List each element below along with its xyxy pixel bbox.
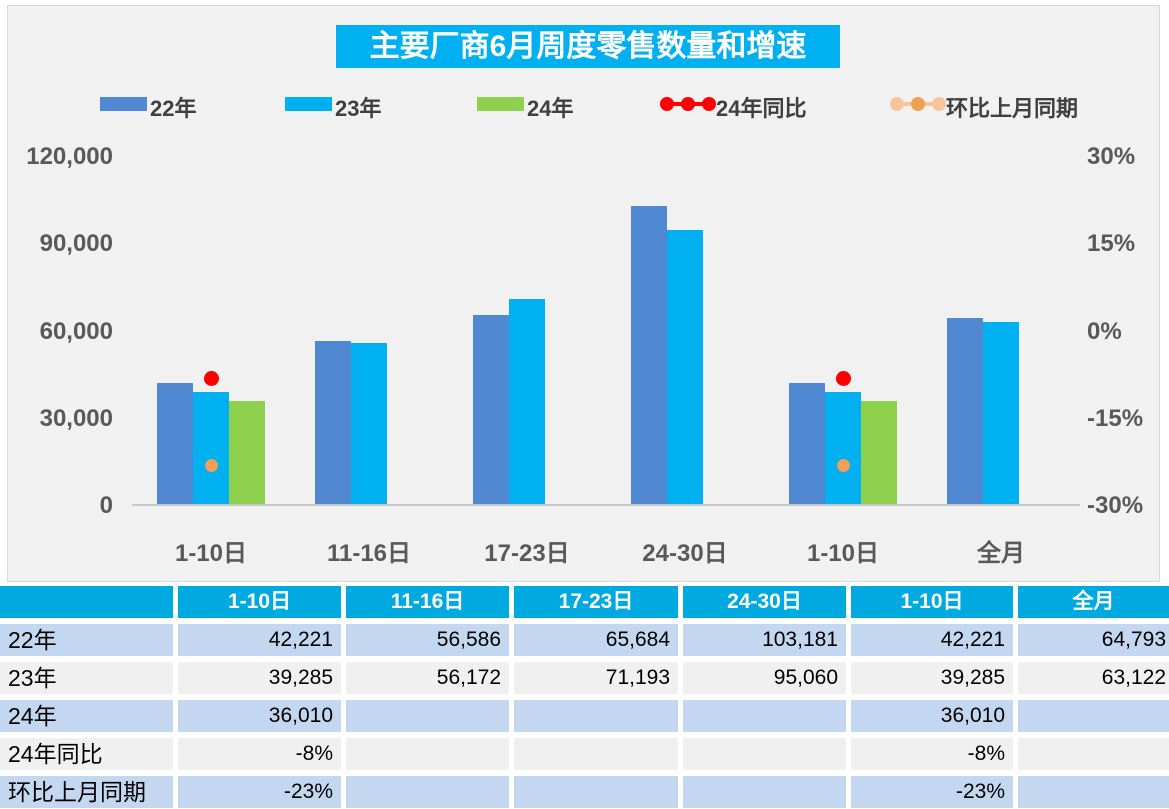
table-cell: 65,684 bbox=[514, 624, 678, 656]
chart-title: 主要厂商6月周度零售数量和增速 bbox=[336, 25, 840, 68]
legend-label: 22年 bbox=[150, 96, 197, 121]
table-cell bbox=[1018, 738, 1169, 770]
table-cell: -23% bbox=[851, 776, 1013, 808]
table-row-label: 24年 bbox=[0, 700, 173, 732]
table-header-cell: 1-10日 bbox=[178, 586, 341, 618]
legend-label: 24年 bbox=[527, 96, 574, 121]
table-cell: 64,793 bbox=[1018, 624, 1169, 656]
legend-dot-icon bbox=[681, 97, 695, 111]
table-cell bbox=[514, 738, 678, 770]
bar-22年-1-10日 bbox=[789, 383, 825, 506]
table-cell: 39,285 bbox=[851, 662, 1013, 694]
legend-dot-icon bbox=[911, 97, 925, 111]
point-24年同比-1-10日 bbox=[203, 370, 219, 386]
left-axis-tick: 90,000 bbox=[39, 230, 113, 258]
data-table: 1-10日 11-16日 17-23日 24-30日 1-10日 全月 22年 42,221 5… bbox=[0, 586, 1169, 808]
bar-22年-1-10日 bbox=[157, 383, 193, 506]
table-cell: 71,193 bbox=[514, 662, 678, 694]
bar-24年-1-10日 bbox=[229, 401, 265, 506]
table-row-label: 23年 bbox=[0, 662, 173, 694]
x-axis-label: 17-23日 bbox=[484, 540, 570, 567]
bar-23年-1-10日 bbox=[193, 391, 229, 506]
table-cell bbox=[346, 700, 509, 732]
bar-23年-11-16日 bbox=[351, 342, 387, 506]
table-cell: -23% bbox=[178, 776, 341, 808]
legend-label: 24年同比 bbox=[716, 96, 807, 121]
table-cell: 39,285 bbox=[178, 662, 341, 694]
table-row-label: 环比上月同期 bbox=[0, 776, 173, 808]
table-header-cell: 11-16日 bbox=[346, 586, 509, 618]
table-cell: 42,221 bbox=[178, 624, 341, 656]
table-cell: 36,010 bbox=[851, 700, 1013, 732]
table-row-label: 24年同比 bbox=[0, 738, 173, 770]
legend-dot-icon bbox=[702, 97, 716, 111]
right-axis-tick: 0% bbox=[1087, 317, 1122, 345]
table-cell: 63,122 bbox=[1018, 662, 1169, 694]
right-axis-tick: -30% bbox=[1087, 492, 1144, 519]
bar-23年-17-23日 bbox=[509, 298, 545, 506]
table-row-label: 22年 bbox=[0, 624, 173, 656]
right-axis-tick: -15% bbox=[1087, 404, 1144, 432]
left-axis-tick: 30,000 bbox=[39, 404, 113, 432]
legend-swatch-3 bbox=[477, 97, 524, 111]
x-axis-label: 11-16日 bbox=[326, 540, 412, 567]
point-环比上月同期-1-10日 bbox=[204, 458, 218, 472]
table-cell: 36,010 bbox=[178, 700, 341, 732]
legend-swatch-1 bbox=[100, 97, 147, 111]
left-axis-tick: 60,000 bbox=[39, 317, 113, 345]
legend-label: 23年 bbox=[335, 96, 382, 121]
legend-label: 环比上月同期 bbox=[946, 96, 1079, 121]
bar-22年-11-16日 bbox=[315, 341, 351, 506]
bar-22年-24-30日 bbox=[631, 205, 667, 506]
bar-22年-全月 bbox=[947, 317, 983, 506]
x-axis-label: 1-10日 bbox=[806, 540, 880, 567]
table-cell bbox=[514, 776, 678, 808]
table-cell bbox=[683, 776, 846, 808]
table-cell bbox=[683, 700, 846, 732]
legend-dot-icon bbox=[890, 97, 904, 111]
table-cell bbox=[683, 738, 846, 770]
table-cell: -8% bbox=[851, 738, 1013, 770]
table-cell: -8% bbox=[178, 738, 341, 770]
right-axis-tick: 30% bbox=[1087, 143, 1136, 170]
table-header-cell: 全月 bbox=[1018, 586, 1169, 618]
x-axis-label: 全月 bbox=[977, 540, 1025, 567]
table-cell bbox=[346, 776, 509, 808]
table-cell bbox=[346, 738, 509, 770]
table-header-cell: 24-30日 bbox=[683, 586, 846, 618]
table-cell: 56,586 bbox=[346, 624, 509, 656]
table-cell: 103,181 bbox=[683, 624, 846, 656]
table-cell: 95,060 bbox=[683, 662, 846, 694]
legend-dot-icon bbox=[932, 97, 946, 111]
legend-swatch-2 bbox=[285, 97, 332, 111]
x-axis-label: 24-30日 bbox=[642, 540, 728, 567]
table-header-cell bbox=[0, 586, 173, 618]
left-axis-tick: 0 bbox=[99, 492, 113, 519]
table-cell: 56,172 bbox=[346, 662, 509, 694]
bar-23年-24-30日 bbox=[667, 229, 703, 506]
table-header-cell: 1-10日 bbox=[851, 586, 1013, 618]
legend-dot-icon bbox=[660, 97, 674, 111]
right-axis-tick: 15% bbox=[1087, 230, 1136, 258]
x-axis-line bbox=[132, 504, 1080, 506]
bar-23年-全月 bbox=[983, 322, 1019, 506]
table-header-cell: 17-23日 bbox=[514, 586, 678, 618]
point-24年同比-1-10日 bbox=[835, 370, 851, 386]
x-axis-label: 1-10日 bbox=[174, 540, 248, 567]
table-cell bbox=[1018, 700, 1169, 732]
bar-22年-17-23日 bbox=[473, 314, 509, 506]
bar-23年-1-10日 bbox=[825, 391, 861, 506]
bar-24年-1-10日 bbox=[861, 401, 897, 506]
table-cell: 42,221 bbox=[851, 624, 1013, 656]
left-axis-tick: 120,000 bbox=[26, 143, 113, 170]
table-cell bbox=[1018, 776, 1169, 808]
table-cell bbox=[514, 700, 678, 732]
point-环比上月同期-1-10日 bbox=[836, 458, 850, 472]
